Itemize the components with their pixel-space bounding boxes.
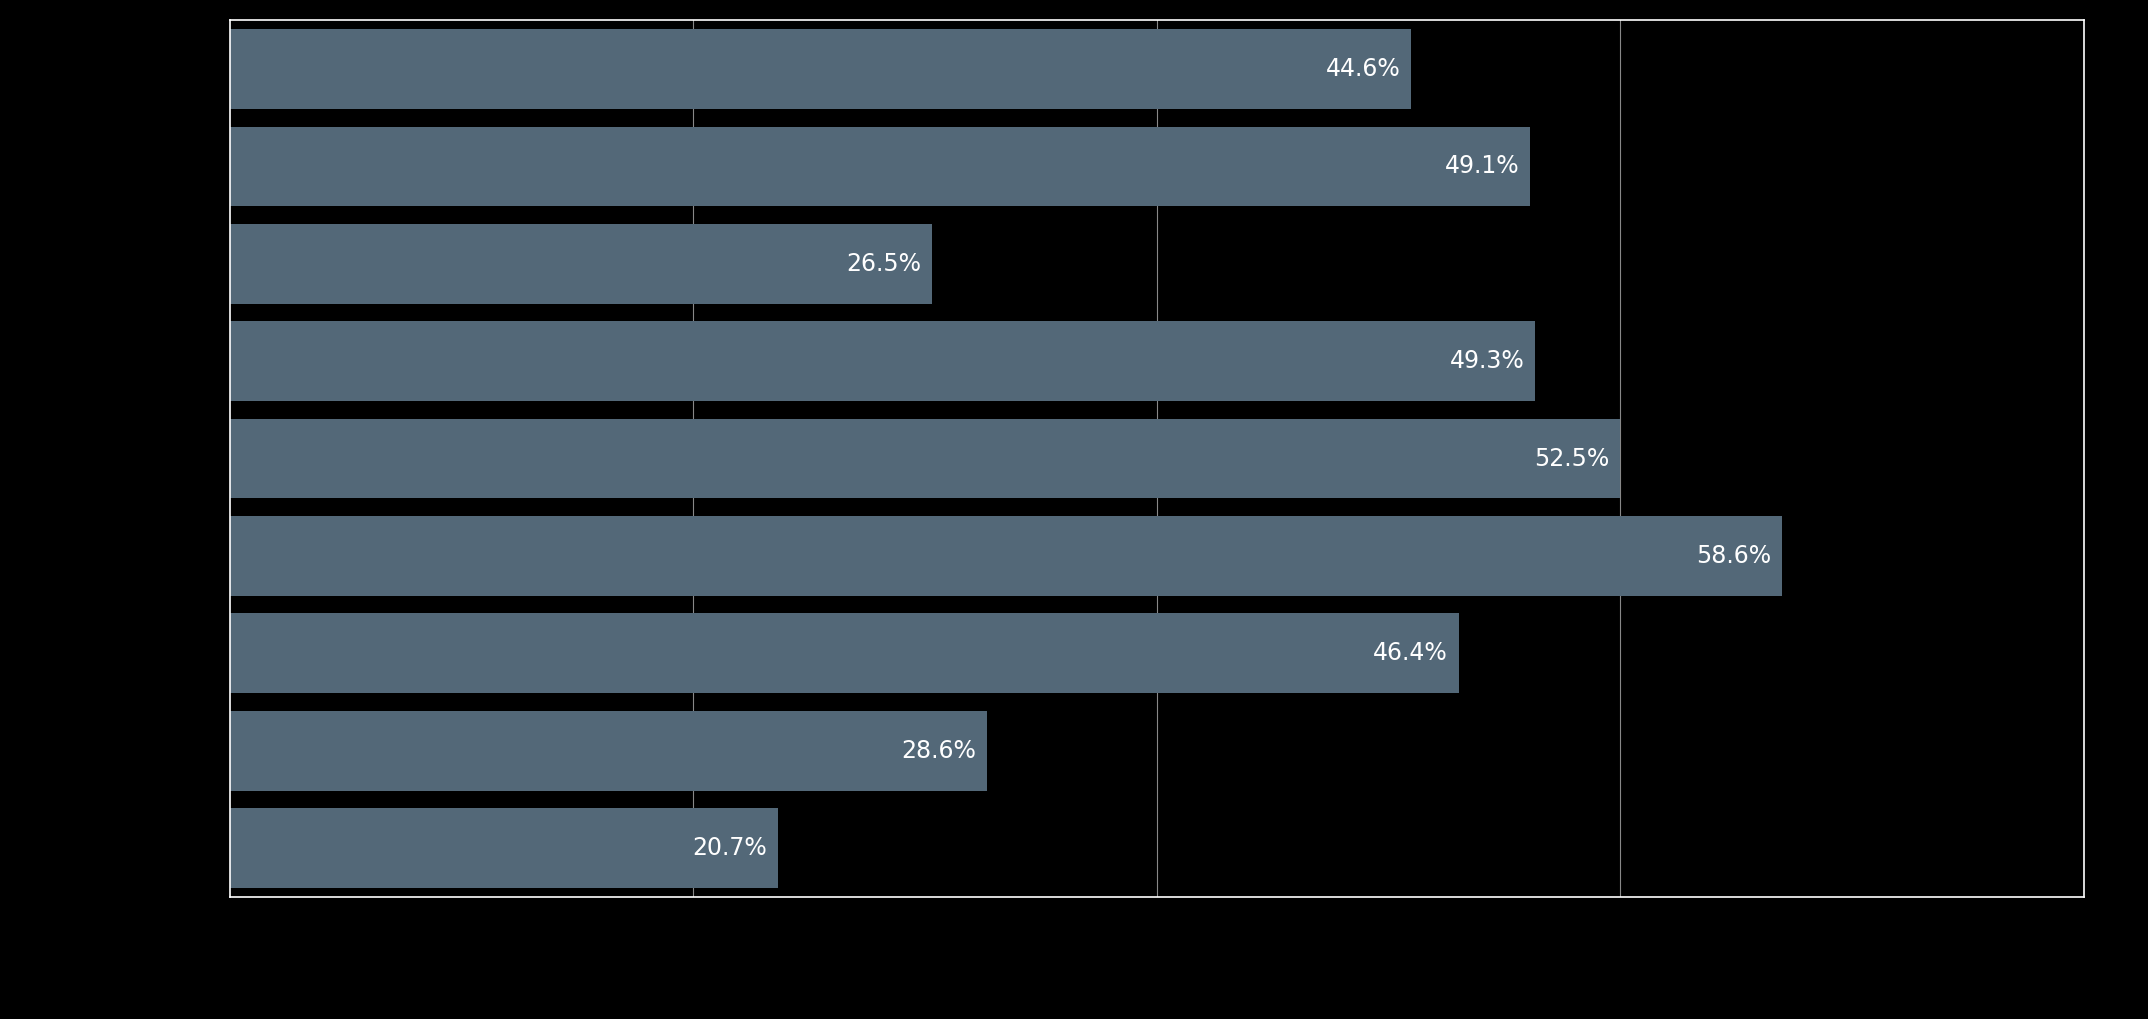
- Text: 58.6%: 58.6%: [1697, 544, 1772, 568]
- Text: 52.5%: 52.5%: [1534, 446, 1609, 471]
- Bar: [230, 321, 1536, 401]
- Bar: [230, 126, 1529, 207]
- Text: 28.6%: 28.6%: [902, 739, 977, 762]
- Text: 20.7%: 20.7%: [692, 836, 767, 860]
- Text: 49.1%: 49.1%: [1446, 155, 1519, 178]
- Bar: [230, 613, 1458, 693]
- Bar: [230, 516, 1781, 596]
- Bar: [230, 710, 988, 791]
- Bar: [230, 224, 932, 304]
- Bar: [230, 808, 778, 888]
- Text: 44.6%: 44.6%: [1325, 57, 1400, 82]
- Text: 49.3%: 49.3%: [1450, 350, 1525, 373]
- Text: 26.5%: 26.5%: [846, 252, 921, 276]
- Text: 46.4%: 46.4%: [1373, 641, 1448, 665]
- Bar: [230, 419, 1620, 498]
- Bar: [230, 30, 1411, 109]
